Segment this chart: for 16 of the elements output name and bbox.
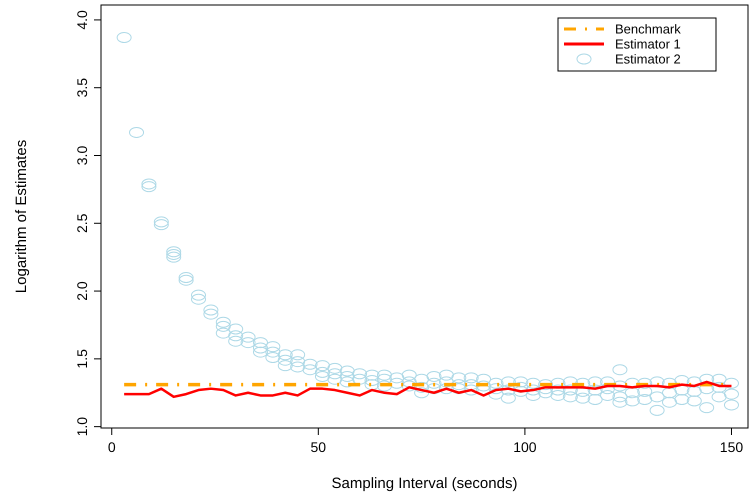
y-tick-label: 3.0 — [74, 146, 90, 166]
x-axis-title: Sampling Interval (seconds) — [332, 475, 518, 492]
y-tick-label: 1.0 — [74, 416, 90, 436]
y-axis-title: Logarithm of Estimates — [13, 140, 30, 294]
y-tick-label: 3.5 — [74, 78, 90, 98]
y-tick-label: 2.5 — [74, 213, 90, 234]
x-tick-label: 50 — [310, 439, 326, 455]
x-tick-label: 0 — [108, 439, 116, 455]
legend-label: Estimator 2 — [615, 52, 681, 66]
y-tick-label: 2.0 — [74, 281, 90, 301]
y-tick-label: 4.0 — [74, 10, 90, 30]
y-tick-label: 1.5 — [74, 348, 90, 369]
legend-label: Estimator 1 — [615, 36, 681, 52]
x-tick-label: 150 — [720, 439, 744, 455]
legend-label: Benchmark — [615, 22, 682, 36]
x-tick-label: 100 — [513, 439, 537, 455]
